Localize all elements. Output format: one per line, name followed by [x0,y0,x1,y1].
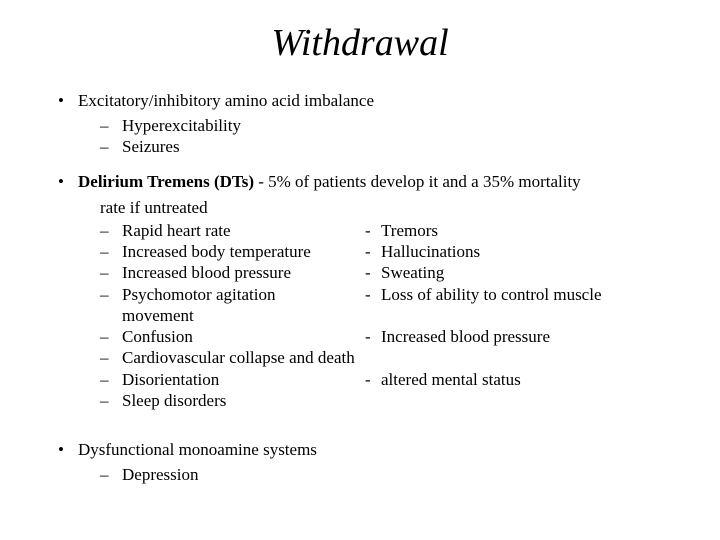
symptom-row-3: –Increased blood pressure -Sweating [100,262,680,283]
bullet-2: •Delirium Tremens (DTs) - 5% of patients… [58,171,680,192]
bullet-1-text: Excitatory/inhibitory amino acid imbalan… [78,91,374,110]
bullet-3-sub-1: –Depression [100,464,680,485]
dt-label: Delirium Tremens (DTs) [78,172,254,191]
bullet-3-text: Dysfunctional monoamine systems [78,440,317,459]
dt-after: - 5% of patients develop it and a 35% mo… [254,172,581,191]
bullet-1-sub-2: –Seizures [100,136,680,157]
symptom-cv: –Cardiovascular collapse and death [100,347,680,368]
symptom-sleep: –Sleep disorders [100,390,680,411]
symptom-movement: movement [100,305,680,326]
slide-title: Withdrawal [40,20,680,68]
bullet-1: •Excitatory/inhibitory amino acid imbala… [58,90,680,111]
dt-lead: rate if untreated [100,197,680,218]
symptom-row-2: –Increased body temperature -Hallucinati… [100,241,680,262]
symptom-row-1: –Rapid heart rate -Tremors [100,220,680,241]
bullet-3: •Dysfunctional monoamine systems [58,439,680,460]
symptom-row-4: –Psychomotor agitation -Loss of ability … [100,284,680,305]
symptom-confusion: –Confusion -Increased blood pressure [100,326,680,347]
bullet-1-sub-1: –Hyperexcitability [100,115,680,136]
symptom-disorientation: –Disorientation -altered mental status [100,369,680,390]
